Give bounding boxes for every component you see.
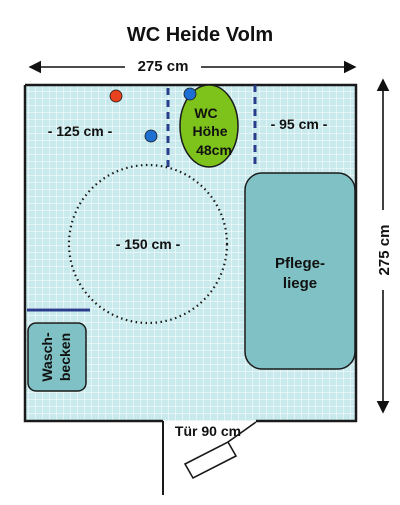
wc-label-line2: Höhe (193, 123, 228, 139)
door-label: Tür 90 cm (175, 423, 241, 439)
height-label: 275 cm (376, 225, 393, 276)
washbasin-label-line2: becken (57, 333, 73, 381)
page-title: WC Heide Volm (127, 24, 273, 46)
blue-marker (144, 129, 158, 143)
care-bed-label-line1: Pflege- (275, 255, 325, 272)
wc-toilet (179, 84, 239, 168)
height-label-bg (375, 210, 393, 290)
washbasin-label-line1: Wasch- (39, 332, 55, 382)
flush-button-marker (183, 87, 197, 101)
door-symbol (162, 421, 257, 495)
room-walls (23, 83, 358, 423)
wc-label-line3: 48cm (196, 142, 232, 158)
wc-label-line1: WC (194, 105, 217, 121)
width-label-bg (125, 57, 201, 75)
turning-circle (67, 163, 229, 325)
width-label: 275 cm (138, 58, 189, 75)
right-span-label: - 95 cm - (271, 116, 328, 132)
turning-circle-label: - 150 cm - (116, 236, 181, 252)
washbasin (27, 322, 87, 392)
care-bed-label-line2: liege (283, 275, 317, 292)
care-bed (244, 172, 356, 370)
left-span-label: - 125 cm - (48, 123, 113, 139)
red-marker (109, 89, 123, 103)
